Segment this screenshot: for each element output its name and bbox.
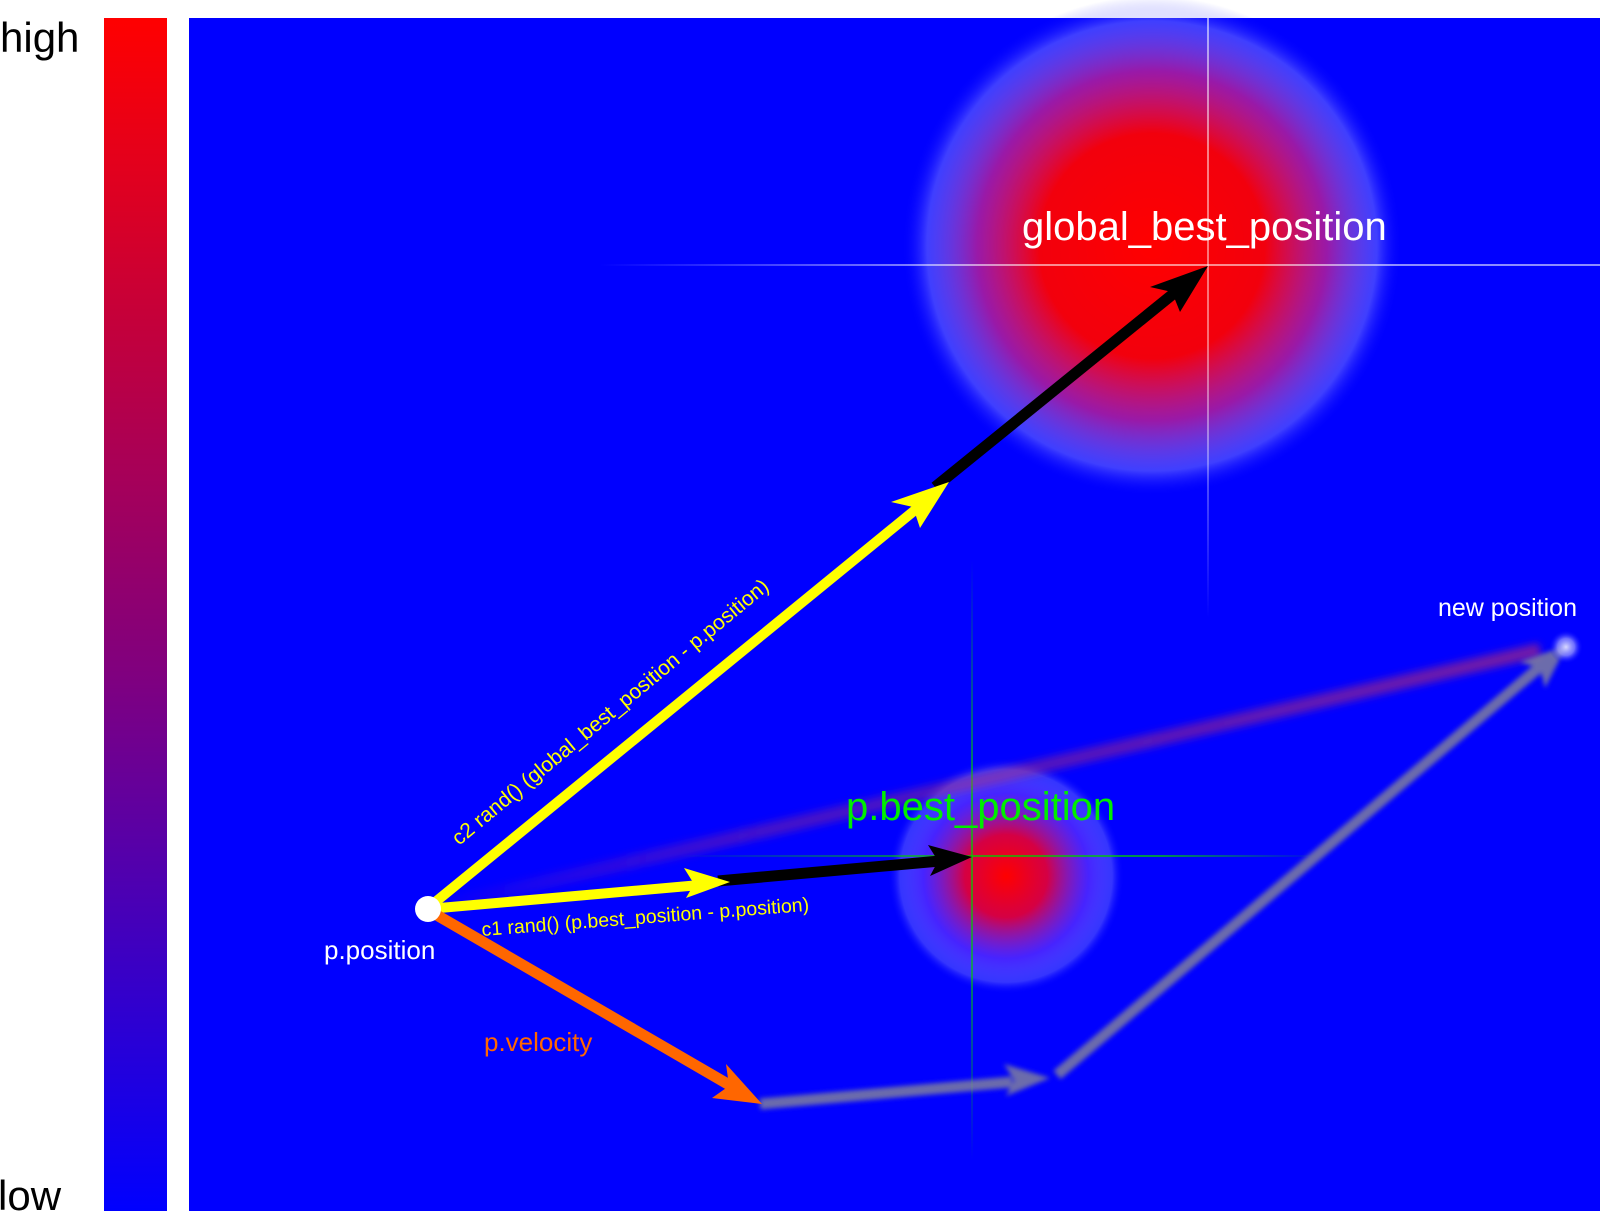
cognitive-arrowhead (684, 868, 730, 898)
new-position-point (1549, 630, 1583, 664)
social-full-vector (931, 285, 1182, 492)
new-position-label: new position (1438, 594, 1577, 622)
velocity-label: p.velocity (484, 1027, 592, 1057)
social-full-arrowhead (1150, 266, 1208, 312)
cognitive-full-vector (717, 855, 941, 887)
global-best-crosshair-vertical (1207, 18, 1209, 618)
personal-best-crosshair-vertical (971, 560, 973, 1160)
personal-best-crosshair-horizontal (680, 855, 1320, 857)
cognitive-vector (427, 880, 701, 914)
personal-best-label: p.best_position (846, 785, 1115, 829)
cognitive-full-arrowhead (928, 845, 972, 876)
scale-high-label: high (0, 14, 79, 61)
resulting-vector (426, 643, 1542, 916)
particle-position-label: p.position (324, 935, 435, 965)
velocity-vector (425, 905, 741, 1095)
social-vector (424, 502, 924, 912)
velocity-arrowhead (712, 1064, 762, 1104)
particle-position-point (415, 896, 441, 922)
social-arrowhead (891, 482, 949, 528)
global-best-glow (902, 0, 1402, 496)
global-best-crosshair-horizontal (600, 264, 1600, 266)
personal-best-glow (888, 758, 1124, 994)
color-scale-bar (104, 18, 167, 1211)
scale-low-label: low (0, 1172, 62, 1211)
global-best-label: global_best_position (1022, 205, 1387, 249)
